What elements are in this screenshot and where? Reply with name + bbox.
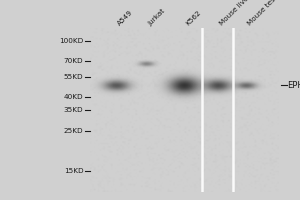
Text: 35KD: 35KD [64, 107, 83, 113]
Text: 100KD: 100KD [59, 38, 83, 44]
Text: 25KD: 25KD [64, 128, 83, 134]
Text: K562: K562 [184, 10, 202, 27]
Text: Jurkat: Jurkat [147, 8, 166, 27]
Text: 55KD: 55KD [64, 74, 83, 80]
Text: 70KD: 70KD [64, 58, 83, 64]
Text: A549: A549 [116, 9, 134, 27]
Text: EPHX1: EPHX1 [287, 81, 300, 90]
Text: 15KD: 15KD [64, 168, 83, 174]
Text: Mouse testis: Mouse testis [247, 0, 283, 27]
Text: Mouse liver: Mouse liver [218, 0, 252, 27]
Text: 40KD: 40KD [64, 94, 83, 100]
